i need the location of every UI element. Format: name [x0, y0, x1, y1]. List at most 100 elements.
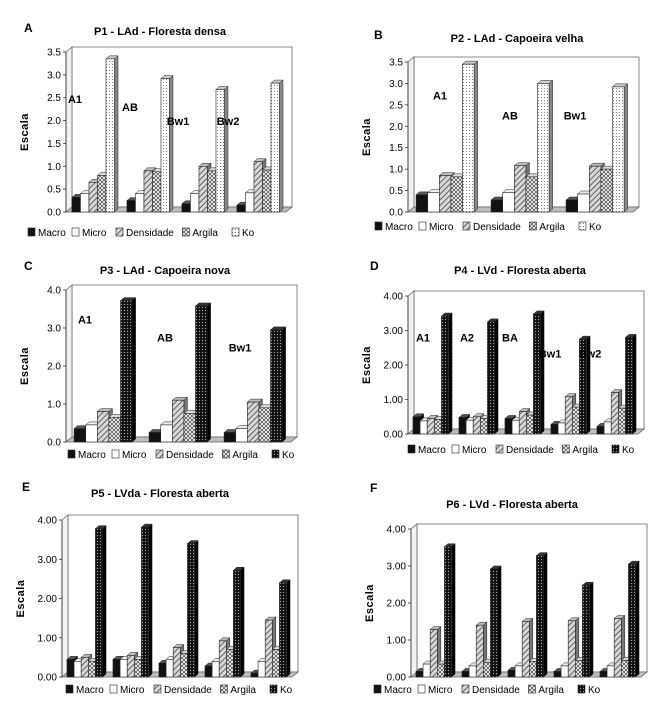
- legend-label: Macro: [418, 445, 446, 456]
- panel-title: P2 - LAd - Capoeira velha: [451, 33, 585, 45]
- bar-front: [134, 659, 142, 678]
- bar-ko-5: [278, 579, 291, 678]
- y-tick-label: 3.5: [47, 48, 61, 59]
- panel-title: P1 - LAd - Floresta densa: [94, 26, 227, 38]
- bar-front: [272, 649, 280, 678]
- bar-side: [240, 566, 245, 678]
- bar-front: [612, 86, 625, 213]
- bar-front: [198, 165, 208, 213]
- horizon-label: Bw2: [579, 349, 602, 361]
- bar-front: [514, 665, 523, 678]
- bar-side: [224, 85, 229, 213]
- legend-label: Argila: [538, 685, 564, 696]
- bar-front: [468, 665, 477, 678]
- bar-side: [206, 302, 211, 443]
- bar-front: [426, 418, 435, 435]
- bar-ko-2: [140, 523, 153, 678]
- legend-swatch: [562, 444, 570, 454]
- bar-front: [112, 659, 121, 678]
- bar-front: [579, 338, 587, 435]
- bar-front: [71, 197, 81, 213]
- bar-side: [473, 60, 478, 213]
- legend-item-macro: Macro: [374, 221, 413, 233]
- bar-front: [148, 432, 162, 443]
- legend-label: Densidade: [126, 228, 174, 239]
- bar-side: [632, 333, 637, 435]
- legend-item-macro: Macro: [373, 684, 412, 696]
- panel-title: P6 - LVd - Floresta aberta: [446, 499, 579, 511]
- legend-item-ko: Ko: [231, 227, 255, 239]
- bar-side: [623, 83, 628, 213]
- bar-ko-3: [269, 326, 287, 443]
- chart-panel-e: E P5 - LVda - Floresta aberta Escala 0.00 1.…: [15, 480, 300, 696]
- bar-front: [223, 432, 237, 443]
- legend-label: Ko: [280, 685, 293, 696]
- y-tick-label: 2.5: [47, 93, 61, 104]
- legend-swatch: [155, 449, 164, 459]
- bar-ko-4: [232, 566, 245, 678]
- bar-front: [487, 321, 495, 435]
- legend-item-argila: Argila: [222, 449, 258, 461]
- legend-swatch: [461, 684, 470, 694]
- legend-item-micro: Micro: [417, 684, 453, 696]
- panel-letter: D: [370, 259, 379, 273]
- bar-ko-5: [624, 333, 637, 435]
- legend-label: Macro: [385, 222, 413, 233]
- bar-front: [537, 83, 550, 213]
- bar-ko-4: [581, 581, 594, 678]
- bar-front: [215, 89, 225, 213]
- bar-front: [80, 193, 90, 213]
- bar-front: [439, 175, 452, 213]
- bar-front: [529, 661, 537, 678]
- panel-letter: C: [24, 259, 33, 273]
- bar-ko-1: [94, 525, 107, 678]
- bar-front: [181, 203, 191, 213]
- bar-front: [279, 582, 287, 678]
- legend-swatch: [407, 444, 416, 454]
- bar-front: [160, 78, 170, 213]
- bar-side: [102, 525, 107, 678]
- bar-front: [589, 165, 602, 213]
- horizon-label: A1: [68, 94, 82, 106]
- bar-ko-3: [215, 85, 229, 213]
- bar-front: [245, 192, 255, 213]
- legend-swatch: [182, 227, 190, 237]
- bar-ko-1: [461, 60, 479, 213]
- y-tick-label: 3.00: [384, 326, 404, 337]
- bar-front: [511, 419, 520, 435]
- y-axis-label: Escala: [361, 346, 373, 384]
- bar-front: [577, 193, 590, 213]
- legend-label: Densidade: [473, 222, 521, 233]
- horizon-label: A1: [433, 91, 447, 103]
- y-axis-label: Escala: [361, 118, 373, 156]
- bar-front: [73, 660, 82, 678]
- y-tick-label: 3.0: [47, 70, 61, 81]
- bar-front: [504, 418, 513, 435]
- legend-swatch: [417, 684, 426, 694]
- legend-label: Densidade: [164, 685, 212, 696]
- plot-side-wall: [410, 523, 418, 678]
- legend-label: Micro: [462, 445, 487, 456]
- panel-letter: E: [22, 480, 30, 494]
- y-tick-label: 2.0: [389, 122, 403, 133]
- bar-front: [444, 546, 452, 678]
- legend-item-densidade: Densidade: [461, 684, 520, 696]
- plot-side-wall: [65, 284, 73, 443]
- y-tick-label: 4.00: [384, 292, 404, 303]
- bar-front: [490, 199, 504, 213]
- bar-front: [437, 663, 445, 678]
- y-tick-label: 0.00: [387, 673, 407, 684]
- bar-front: [262, 169, 272, 213]
- plot-side-wall: [65, 46, 73, 213]
- legend-swatch: [373, 684, 382, 694]
- bar-front: [270, 82, 280, 213]
- y-axis-label: Escala: [364, 584, 376, 622]
- legend-swatch: [115, 227, 124, 237]
- bar-front: [518, 411, 527, 435]
- bar-ko-1: [443, 543, 456, 678]
- bar-ko-1: [440, 312, 453, 435]
- bar-front: [502, 192, 515, 213]
- chart-panel-c: C P3 - LAd - Capoeira nova Escala 0.0 1.0 2.0…: [19, 259, 299, 461]
- bar-front: [88, 660, 96, 678]
